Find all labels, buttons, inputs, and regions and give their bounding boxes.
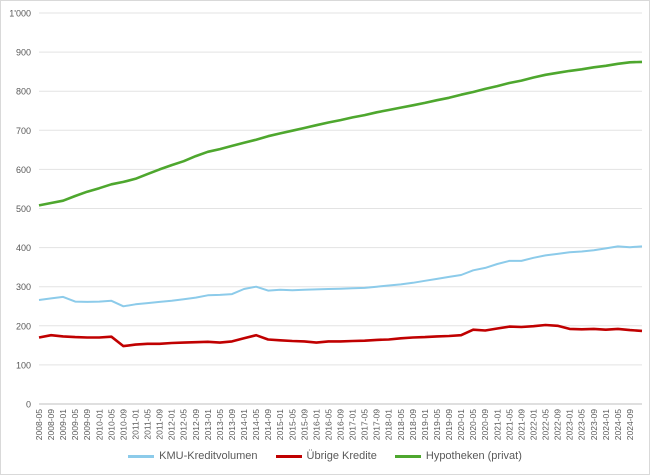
x-tick-label: 2021-09 (516, 409, 526, 440)
legend-swatch (128, 454, 155, 458)
x-tick-label: 2010-01 (94, 409, 104, 440)
legend-item: KMU-Kreditvolumen (128, 450, 258, 462)
x-tick-label: 2012-01 (167, 409, 177, 440)
y-tick-label: 100 (16, 360, 31, 370)
series-line (38, 323, 643, 348)
legend-label: KMU-Kreditvolumen (159, 450, 258, 462)
x-tick-label: 2016-05 (323, 409, 333, 440)
y-tick-label: 1'000 (9, 9, 31, 19)
legend-swatch (275, 454, 302, 458)
x-tick-label: 2017-05 (360, 409, 370, 440)
y-tick-label: 500 (16, 204, 31, 214)
y-tick-label: 600 (16, 165, 31, 175)
y-axis-tick-labels: 0 100 200 300 400 500 600 700 800 900 1'000 (9, 9, 31, 410)
x-tick-label: 2024-09 (625, 409, 635, 440)
y-tick-label: 400 (16, 243, 31, 253)
x-tick-label: 2021-05 (504, 409, 514, 440)
series-lines (38, 60, 643, 348)
x-tick-label: 2020-05 (468, 409, 478, 440)
x-tick-label: 2012-09 (191, 409, 201, 440)
x-tick-label: 2014-01 (239, 409, 249, 440)
x-tick-label: 2019-05 (432, 409, 442, 440)
x-tick-label: 2022-01 (528, 409, 538, 440)
x-tick-label: 2023-09 (589, 409, 599, 440)
x-tick-label: 2011-09 (155, 409, 165, 440)
x-axis-tick-labels: 2008-05 2008-09 2009-01 2009-05 2009-09 2010-… (34, 409, 635, 440)
x-tick-label: 2022-05 (541, 409, 551, 440)
x-tick-label: 2021-01 (492, 409, 502, 440)
x-tick-label: 2008-09 (46, 409, 56, 440)
x-tick-label: 2024-05 (613, 409, 623, 440)
x-tick-label: 2011-05 (143, 409, 153, 440)
x-tick-label: 2015-05 (287, 409, 297, 440)
x-tick-label: 2017-01 (348, 409, 358, 440)
x-tick-label: 2020-01 (456, 409, 466, 440)
x-tick-label: 2019-01 (420, 409, 430, 440)
series-line (38, 245, 643, 308)
x-tick-label: 2016-09 (336, 409, 346, 440)
x-tick-label: 2018-09 (408, 409, 418, 440)
x-tick-label: 2016-01 (311, 409, 321, 440)
y-tick-label: 700 (16, 126, 31, 136)
x-tick-label: 2019-09 (444, 409, 454, 440)
y-tick-label: 300 (16, 282, 31, 292)
legend-label: Übrige Kredite (306, 450, 377, 462)
legend-label: Hypotheken (privat) (425, 450, 522, 462)
x-tick-label: 2008-05 (34, 409, 44, 440)
x-tick-label: 2009-09 (82, 409, 92, 440)
y-tick-label: 200 (16, 321, 31, 331)
x-tick-label: 2013-01 (203, 409, 213, 440)
x-tick-label: 2014-05 (251, 409, 261, 440)
x-tick-label: 2013-05 (215, 409, 225, 440)
x-tick-label: 2023-05 (577, 409, 587, 440)
x-tick-label: 2018-05 (396, 409, 406, 440)
gridlines (39, 12, 642, 405)
x-tick-label: 2015-01 (275, 409, 285, 440)
x-tick-label: 2010-09 (118, 409, 128, 440)
x-tick-label: 2023-01 (565, 409, 575, 440)
x-tick-label: 2014-09 (263, 409, 273, 440)
x-tick-label: 2011-01 (130, 409, 140, 440)
x-tick-label: 2012-05 (179, 409, 189, 440)
x-tick-label: 2009-01 (58, 409, 68, 440)
y-tick-label: 900 (16, 48, 31, 58)
x-tick-label: 2022-09 (553, 409, 563, 440)
y-tick-label: 0 (26, 400, 31, 410)
x-tick-label: 2010-05 (106, 409, 116, 440)
x-tick-label: 2009-05 (70, 409, 80, 440)
legend: KMU-Kreditvolumen Übrige Kredite Hypotheke… (1, 450, 649, 462)
x-tick-label: 2024-01 (601, 409, 611, 440)
y-tick-label: 800 (16, 87, 31, 97)
legend-item: Übrige Kredite (275, 450, 377, 462)
series-line (38, 60, 643, 207)
x-tick-label: 2017-09 (372, 409, 382, 440)
x-tick-label: 2020-09 (480, 409, 490, 440)
x-tick-label: 2018-01 (384, 409, 394, 440)
x-tick-label: 2015-09 (299, 409, 309, 440)
legend-swatch (394, 454, 421, 458)
legend-item: Hypotheken (privat) (394, 450, 522, 462)
x-tick-label: 2013-09 (227, 409, 237, 440)
